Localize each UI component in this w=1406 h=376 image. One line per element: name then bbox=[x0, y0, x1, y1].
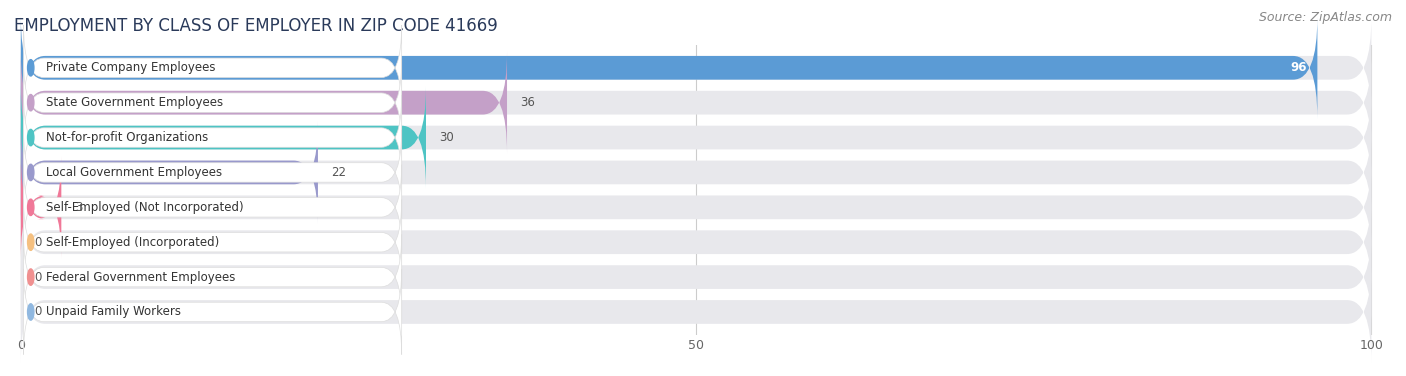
FancyBboxPatch shape bbox=[24, 269, 402, 355]
Text: Source: ZipAtlas.com: Source: ZipAtlas.com bbox=[1258, 11, 1392, 24]
Text: 30: 30 bbox=[440, 131, 454, 144]
Circle shape bbox=[28, 94, 34, 111]
Circle shape bbox=[28, 164, 34, 180]
FancyBboxPatch shape bbox=[24, 95, 402, 180]
Circle shape bbox=[28, 304, 34, 320]
FancyBboxPatch shape bbox=[21, 86, 426, 188]
FancyBboxPatch shape bbox=[21, 52, 508, 154]
FancyBboxPatch shape bbox=[24, 165, 402, 250]
FancyBboxPatch shape bbox=[21, 226, 1371, 328]
Circle shape bbox=[28, 129, 34, 146]
FancyBboxPatch shape bbox=[24, 200, 402, 285]
Text: Not-for-profit Organizations: Not-for-profit Organizations bbox=[46, 131, 208, 144]
FancyBboxPatch shape bbox=[21, 261, 1371, 363]
Circle shape bbox=[28, 269, 34, 285]
FancyBboxPatch shape bbox=[21, 121, 1371, 223]
FancyBboxPatch shape bbox=[24, 130, 402, 215]
FancyBboxPatch shape bbox=[21, 86, 1371, 188]
FancyBboxPatch shape bbox=[21, 52, 1371, 154]
Text: 0: 0 bbox=[34, 305, 42, 318]
FancyBboxPatch shape bbox=[24, 25, 402, 111]
FancyBboxPatch shape bbox=[21, 156, 62, 258]
Text: Local Government Employees: Local Government Employees bbox=[46, 166, 222, 179]
Text: Self-Employed (Incorporated): Self-Employed (Incorporated) bbox=[46, 236, 219, 249]
Text: State Government Employees: State Government Employees bbox=[46, 96, 224, 109]
FancyBboxPatch shape bbox=[21, 121, 318, 223]
Text: 3: 3 bbox=[75, 201, 82, 214]
Text: 0: 0 bbox=[34, 271, 42, 284]
Text: 96: 96 bbox=[1291, 61, 1306, 74]
FancyBboxPatch shape bbox=[24, 235, 402, 320]
Text: Unpaid Family Workers: Unpaid Family Workers bbox=[46, 305, 181, 318]
Text: EMPLOYMENT BY CLASS OF EMPLOYER IN ZIP CODE 41669: EMPLOYMENT BY CLASS OF EMPLOYER IN ZIP C… bbox=[14, 17, 498, 35]
FancyBboxPatch shape bbox=[24, 60, 402, 145]
Circle shape bbox=[28, 199, 34, 215]
Text: 22: 22 bbox=[332, 166, 346, 179]
Text: Private Company Employees: Private Company Employees bbox=[46, 61, 215, 74]
FancyBboxPatch shape bbox=[21, 17, 1371, 119]
Text: Self-Employed (Not Incorporated): Self-Employed (Not Incorporated) bbox=[46, 201, 243, 214]
Text: 0: 0 bbox=[34, 236, 42, 249]
Circle shape bbox=[28, 234, 34, 250]
Text: 36: 36 bbox=[520, 96, 536, 109]
FancyBboxPatch shape bbox=[21, 17, 1317, 119]
FancyBboxPatch shape bbox=[21, 156, 1371, 258]
FancyBboxPatch shape bbox=[21, 191, 1371, 293]
Circle shape bbox=[28, 60, 34, 76]
Text: Federal Government Employees: Federal Government Employees bbox=[46, 271, 235, 284]
